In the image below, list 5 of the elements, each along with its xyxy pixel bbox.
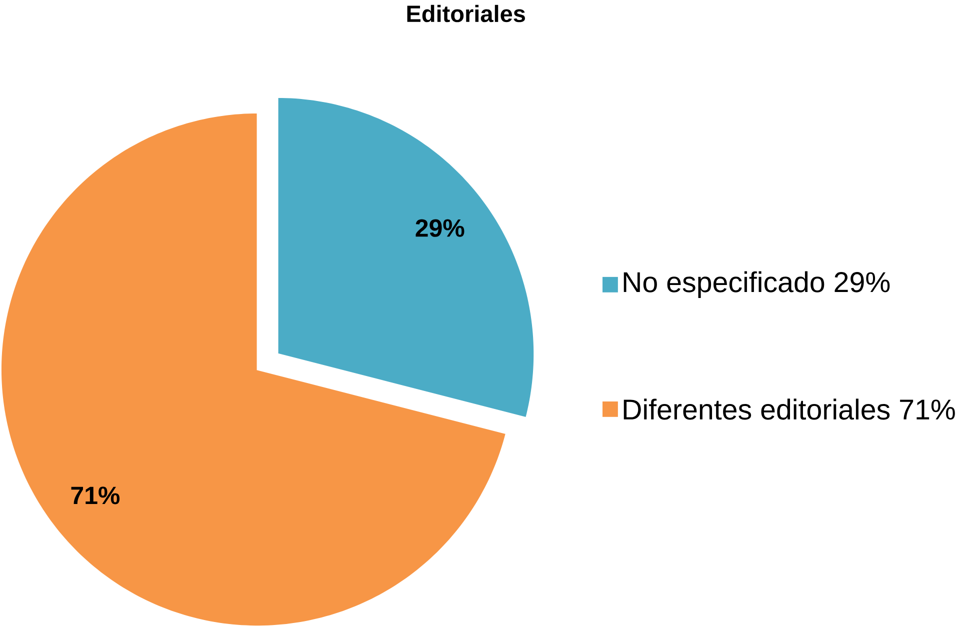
- data-label: 71%: [71, 486, 120, 504]
- legend-label: Diferentes editoriales 71%: [624, 398, 955, 420]
- legend-label: No especificado 29%: [624, 271, 890, 298]
- data-label: 29%: [416, 219, 464, 237]
- chart-title: Editoriales: [407, 4, 525, 22]
